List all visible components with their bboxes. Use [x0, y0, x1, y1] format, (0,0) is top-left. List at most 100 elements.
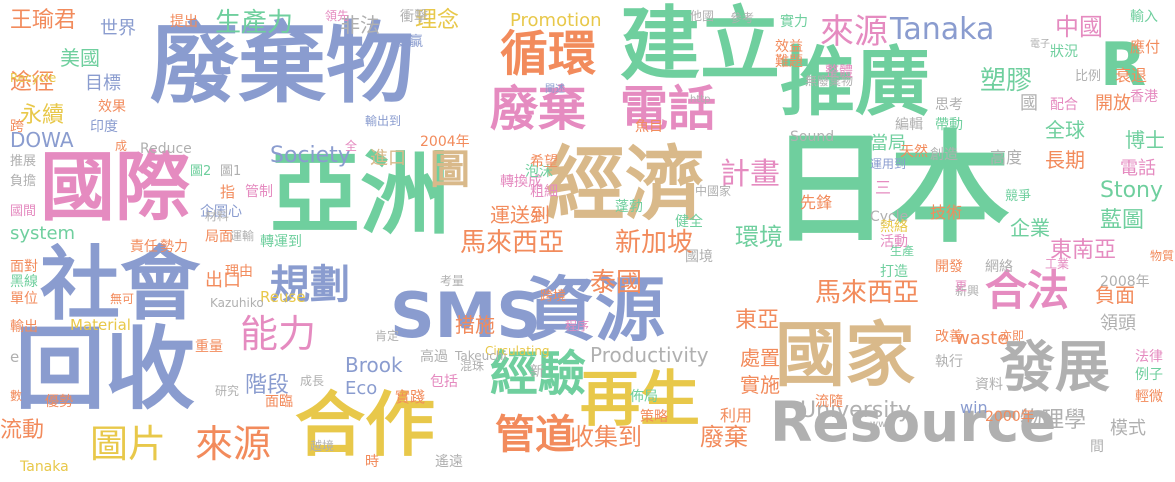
- cloud-word: 例子: [1135, 367, 1163, 383]
- cloud-word: Society: [270, 143, 351, 168]
- cloud-word: DOWA: [10, 128, 74, 152]
- cloud-word: 創造: [930, 147, 958, 163]
- cloud-word: 競爭: [1005, 189, 1032, 204]
- cloud-word: 成: [115, 139, 128, 153]
- cloud-word: 合作: [295, 384, 435, 466]
- cloud-word: 天然: [900, 144, 928, 160]
- cloud-word: 目標: [85, 73, 121, 94]
- cloud-word: 處置: [740, 346, 780, 370]
- cloud-word: 企圖心: [200, 204, 242, 220]
- cloud-word: Promotion: [510, 10, 602, 31]
- cloud-word: 2008年: [1100, 274, 1150, 290]
- cloud-word: Tanaka: [890, 12, 995, 47]
- cloud-word: 效益: [775, 39, 803, 55]
- cloud-word: 單位: [10, 291, 38, 307]
- cloud-word: 勢力: [160, 239, 188, 255]
- cloud-word: 希望: [530, 154, 558, 170]
- cloud-word: 泡沫: [525, 164, 553, 180]
- cloud-word: 2000年: [985, 409, 1035, 425]
- cloud-word: 他國: [690, 9, 715, 23]
- cloud-word: 轉換成: [500, 174, 542, 190]
- cloud-word: 成長: [300, 374, 325, 388]
- cloud-word: University: [800, 398, 911, 423]
- cloud-word: 廢棄: [700, 423, 748, 451]
- cloud-word: 衝擊: [400, 9, 428, 25]
- cloud-word: 負面: [1095, 283, 1135, 307]
- cloud-word: 熱絡: [880, 219, 908, 235]
- cloud-word: 計畫: [720, 157, 780, 192]
- cloud-word: 實踐: [395, 388, 426, 406]
- cloud-word: 高度: [990, 148, 1023, 167]
- cloud-word: 企業: [1010, 216, 1050, 240]
- cloud-word: 間: [1090, 439, 1104, 455]
- cloud-word: 更: [955, 279, 968, 293]
- cloud-word: Recycle: [10, 71, 57, 85]
- cloud-word: 編輯: [895, 117, 923, 133]
- cloud-word: 負擔: [10, 174, 37, 189]
- cloud-word: 比例: [1075, 69, 1102, 84]
- cloud-word: 無廢棄物: [805, 74, 854, 88]
- cloud-word: 領頭: [1100, 313, 1136, 334]
- cloud-word: 廢棄: [490, 81, 587, 137]
- cloud-word: 粗細: [530, 184, 558, 200]
- cloud-word: 合法: [985, 266, 1070, 315]
- cloud-word: 回收: [15, 317, 195, 422]
- cloud-word: 泰國: [590, 268, 643, 298]
- cloud-word: 規劃: [270, 262, 350, 308]
- cloud-word: Sound: [790, 129, 835, 145]
- cloud-word: Cycle: [870, 209, 909, 225]
- cloud-word: 資源: [525, 269, 665, 351]
- cloud-word: 博士: [1125, 128, 1165, 152]
- cloud-word: 整體: [825, 64, 853, 80]
- cloud-word: 數: [10, 389, 23, 403]
- cloud-word: 國際: [40, 143, 191, 231]
- cloud-word: 管制: [245, 184, 273, 200]
- cloud-word: 2004年: [420, 134, 470, 150]
- cloud-word: 配合: [1050, 97, 1078, 113]
- cloud-word: 包括: [430, 374, 458, 390]
- cloud-word: 雙贏: [395, 34, 423, 50]
- cloud-word: 資料: [975, 377, 1003, 393]
- cloud-word: 來源: [820, 12, 888, 52]
- cloud-word: 程序: [565, 319, 590, 333]
- cloud-word: 馬來西亞: [815, 278, 920, 308]
- cloud-word: 思考: [935, 97, 963, 113]
- cloud-word: 運送到: [490, 203, 550, 227]
- cloud-word: 藍圖: [1100, 208, 1145, 233]
- cloud-word: 外: [530, 209, 544, 225]
- cloud-word: 材料: [205, 209, 230, 223]
- cloud-word: 亞洲: [270, 142, 450, 247]
- cloud-word: 跨: [10, 119, 24, 135]
- cloud-word: 永續: [20, 103, 65, 128]
- cloud-word: 來源: [195, 422, 272, 466]
- cloud-word: 開發: [935, 259, 963, 275]
- cloud-word: 美國: [60, 46, 100, 70]
- cloud-word: 中國: [1055, 13, 1103, 41]
- cloud-word: 活動: [880, 234, 908, 250]
- cloud-word: 日本: [770, 120, 1010, 259]
- cloud-word: 圖: [430, 147, 470, 193]
- cloud-word: 階段: [245, 373, 290, 398]
- cloud-word: 生產: [890, 244, 915, 258]
- cloud-word: 生產力: [215, 8, 294, 38]
- cloud-word: 蓬勃: [615, 199, 643, 215]
- cloud-word: Material: [70, 316, 131, 334]
- cloud-word: 流動: [0, 418, 45, 443]
- cloud-word: 經驗: [490, 346, 587, 402]
- cloud-word: R: [1100, 30, 1147, 100]
- cloud-word: 難題: [775, 54, 803, 70]
- cloud-word: 改善: [935, 329, 963, 345]
- cloud-word: 輸出到: [365, 114, 402, 128]
- cloud-word: 魚目: [635, 119, 663, 135]
- cloud-word: 面對: [10, 259, 38, 275]
- cloud-word: 推展: [10, 154, 37, 169]
- cloud-word: 再生: [580, 365, 700, 435]
- cloud-word: 全: [345, 139, 358, 153]
- cloud-word: 措施: [455, 313, 495, 337]
- cloud-word: 三: [875, 178, 892, 197]
- cloud-word: 網絡: [985, 259, 1013, 275]
- cloud-word: 經濟: [545, 138, 705, 231]
- cloud-word: 理念: [415, 8, 460, 33]
- cloud-word: 東亞: [735, 308, 780, 333]
